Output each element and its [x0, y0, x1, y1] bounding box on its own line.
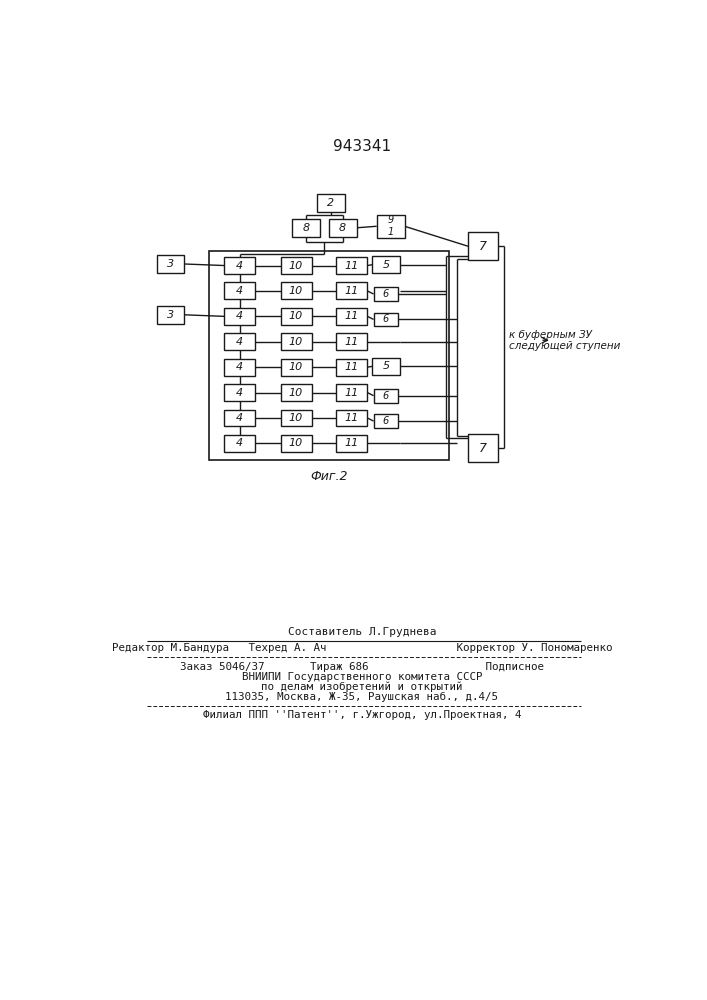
Bar: [377, 215, 404, 238]
Text: 11: 11: [345, 286, 359, 296]
Text: 5: 5: [382, 361, 390, 371]
Text: 4: 4: [236, 286, 243, 296]
Text: Филиал ППП ''Патент'', г.Ужгород, ул.Проектная, 4: Филиал ППП ''Патент'', г.Ужгород, ул.Про…: [203, 710, 521, 720]
Bar: [281, 410, 312, 426]
Bar: [281, 384, 312, 401]
Bar: [373, 312, 398, 326]
Bar: [373, 287, 398, 301]
Text: Составитель Л.Груднева: Составитель Л.Груднева: [288, 627, 436, 637]
Bar: [281, 435, 312, 452]
Text: 6: 6: [383, 289, 389, 299]
Text: 4: 4: [236, 337, 243, 347]
Text: 10: 10: [289, 311, 303, 321]
Text: Редактор М.Бандура   Техред А. Ач                    Корректор У. Пономаренко: Редактор М.Бандура Техред А. Ач Корректо…: [112, 643, 612, 653]
Text: 10: 10: [289, 438, 303, 448]
Text: 113035, Москва, Ж-35, Раушская наб., д.4/5: 113035, Москва, Ж-35, Раушская наб., д.4…: [226, 692, 498, 702]
Bar: [337, 257, 368, 274]
Text: 11: 11: [345, 413, 359, 423]
Text: 11: 11: [345, 388, 359, 398]
Text: 11: 11: [345, 311, 359, 321]
Bar: [329, 219, 356, 237]
Bar: [281, 359, 312, 376]
Bar: [209, 251, 449, 460]
Bar: [372, 256, 400, 273]
Text: 3: 3: [167, 310, 174, 320]
Bar: [224, 333, 255, 350]
Bar: [224, 384, 255, 401]
Text: по делам изобретений и открытий: по делам изобретений и открытий: [261, 681, 462, 692]
Bar: [373, 414, 398, 428]
Text: 4: 4: [236, 362, 243, 372]
Bar: [156, 306, 185, 324]
Bar: [317, 194, 345, 212]
Bar: [224, 257, 255, 274]
Text: 10: 10: [289, 261, 303, 271]
Bar: [468, 434, 498, 462]
Text: 6: 6: [383, 416, 389, 426]
Text: ВНИИПИ Государственного комитета СССР: ВНИИПИ Государственного комитета СССР: [242, 672, 482, 682]
Bar: [337, 359, 368, 376]
Text: 2: 2: [327, 198, 334, 208]
Text: 8: 8: [303, 223, 310, 233]
Bar: [281, 257, 312, 274]
Text: 4: 4: [236, 388, 243, 398]
Text: 5: 5: [382, 260, 390, 270]
Bar: [373, 389, 398, 403]
Text: к буферным ЗУ: к буферным ЗУ: [509, 330, 592, 340]
Text: Заказ 5046/37       Тираж 686                  Подписное: Заказ 5046/37 Тираж 686 Подписное: [180, 662, 544, 672]
Text: 4: 4: [236, 413, 243, 423]
Text: 6: 6: [383, 391, 389, 401]
Text: 4: 4: [236, 311, 243, 321]
Text: 9
1: 9 1: [387, 215, 394, 237]
Text: 6: 6: [383, 314, 389, 324]
Bar: [337, 308, 368, 325]
Text: 7: 7: [479, 240, 487, 253]
Text: 11: 11: [345, 362, 359, 372]
Bar: [292, 219, 320, 237]
Bar: [224, 359, 255, 376]
Text: 943341: 943341: [333, 139, 391, 154]
Bar: [337, 410, 368, 426]
Text: 11: 11: [345, 438, 359, 448]
Bar: [337, 435, 368, 452]
Text: 8: 8: [339, 223, 346, 233]
Bar: [337, 333, 368, 350]
Text: 10: 10: [289, 362, 303, 372]
Bar: [337, 282, 368, 299]
Text: 3: 3: [167, 259, 174, 269]
Text: 7: 7: [479, 442, 487, 455]
Bar: [156, 255, 185, 273]
Bar: [468, 232, 498, 260]
Text: Фиг.2: Фиг.2: [310, 470, 347, 483]
Bar: [281, 333, 312, 350]
Text: 4: 4: [236, 438, 243, 448]
Bar: [224, 410, 255, 426]
Text: 10: 10: [289, 413, 303, 423]
Bar: [372, 358, 400, 375]
Text: 10: 10: [289, 388, 303, 398]
Bar: [337, 384, 368, 401]
Bar: [224, 435, 255, 452]
Text: 10: 10: [289, 337, 303, 347]
Bar: [281, 308, 312, 325]
Text: 10: 10: [289, 286, 303, 296]
Text: 4: 4: [236, 261, 243, 271]
Bar: [224, 282, 255, 299]
Text: следующей ступени: следующей ступени: [509, 341, 621, 351]
Bar: [281, 282, 312, 299]
Bar: [224, 308, 255, 325]
Text: 11: 11: [345, 337, 359, 347]
Text: 11: 11: [345, 261, 359, 271]
